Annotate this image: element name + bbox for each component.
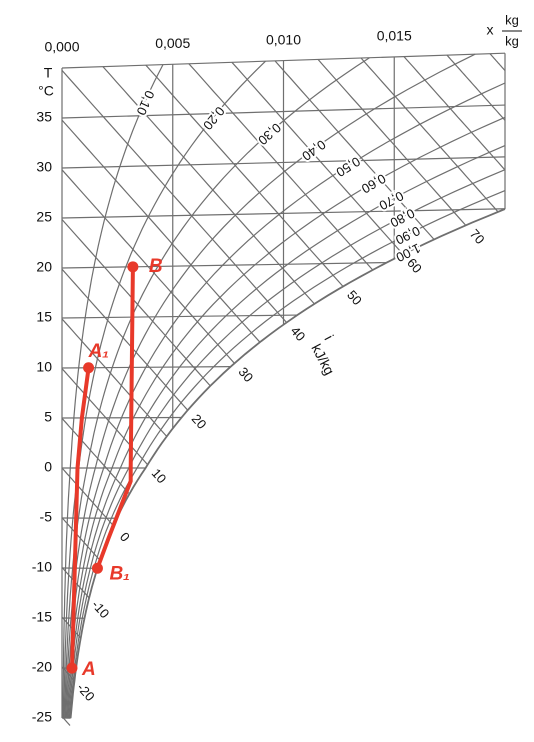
x-tick-label: 0,000 (44, 39, 79, 55)
y-tick-label: -20 (32, 659, 52, 675)
x-axis-unit-numerator: kg (505, 12, 519, 27)
state-point (66, 662, 78, 674)
rh-curve (64, 53, 476, 719)
y-tick-label: 35 (36, 109, 52, 125)
state-point-label: B₁ (109, 563, 129, 584)
y-tick-label: 10 (36, 359, 52, 375)
enthalpy-line (188, 63, 374, 271)
x-tick-label: 0,015 (377, 28, 412, 44)
y-tick-label: 15 (36, 309, 52, 325)
enthalpy-line (61, 417, 130, 495)
state-point (91, 562, 103, 574)
state-point (127, 261, 139, 273)
state-point-label: A (81, 659, 96, 680)
enthalpy-label: 10 (149, 466, 170, 487)
enthalpy-label: 70 (467, 226, 488, 247)
process-line (70, 365, 91, 671)
state-point-label: B (149, 256, 163, 277)
x-axis-unit-denominator: kg (505, 33, 519, 48)
y-tick-label: -15 (32, 609, 52, 625)
rh-curve (69, 190, 506, 719)
y-tick-label: -5 (40, 509, 53, 525)
enthalpy-line (360, 57, 499, 213)
enthalpy-line (274, 60, 435, 240)
rh-curve (62, 64, 164, 718)
enthalpy-line (489, 53, 506, 71)
enthalpy-line (61, 70, 288, 323)
y-tick-label: -25 (32, 709, 52, 725)
state-point-label: A₁ (88, 341, 109, 362)
y-tick-label: 30 (36, 159, 52, 175)
rh-curve (64, 57, 370, 719)
process-line (95, 264, 135, 571)
x-axis-label: x (487, 22, 494, 38)
rh-label: 0,10 (134, 88, 158, 117)
x-tick-label: 0,005 (155, 35, 190, 51)
enthalpy-label: 20 (189, 411, 210, 432)
enthalpy-label: 40 (288, 323, 309, 344)
y-tick-label: 20 (36, 259, 52, 275)
y-axis-unit: °C (38, 83, 54, 99)
rh-curve (68, 169, 506, 719)
rh-label: 0,50 (334, 154, 363, 180)
enthalpy-label: -10 (89, 597, 113, 621)
y-axis-label: T (44, 65, 53, 81)
enthalpy-line (403, 56, 506, 171)
rh-curve (67, 145, 506, 719)
rh-curve (69, 208, 506, 719)
enthalpy-label: i (321, 332, 337, 342)
enthalpy-line (61, 268, 189, 411)
state-point (83, 362, 95, 374)
enthalpy-label: 50 (344, 287, 365, 308)
enthalpy-line (231, 61, 404, 255)
enthalpy-line (61, 368, 149, 466)
enthalpy-line (446, 54, 506, 121)
enthalpy-line (61, 169, 235, 364)
y-tick-label: 5 (44, 409, 52, 425)
enthalpy-line (102, 66, 315, 305)
enthalpy-line (61, 318, 168, 437)
isotherm (61, 314, 298, 319)
enthalpy-label: 30 (235, 364, 256, 385)
enthalpy-label: 0 (117, 529, 133, 544)
rh-curve (63, 60, 266, 719)
rh-label: 0,40 (299, 137, 328, 164)
y-tick-label: 25 (36, 209, 52, 225)
rh-label: 0,60 (359, 171, 388, 197)
isotherm (61, 261, 387, 269)
enthalpy-unit: kJ/kg (308, 341, 337, 377)
y-tick-label: 0 (44, 459, 52, 475)
enthalpy-line (61, 219, 211, 387)
y-tick-label: -10 (32, 559, 52, 575)
enthalpy-line (145, 64, 344, 287)
enthalpy-label: -20 (74, 680, 98, 704)
x-tick-label: 0,010 (266, 31, 301, 47)
enthalpy-line (61, 119, 261, 343)
